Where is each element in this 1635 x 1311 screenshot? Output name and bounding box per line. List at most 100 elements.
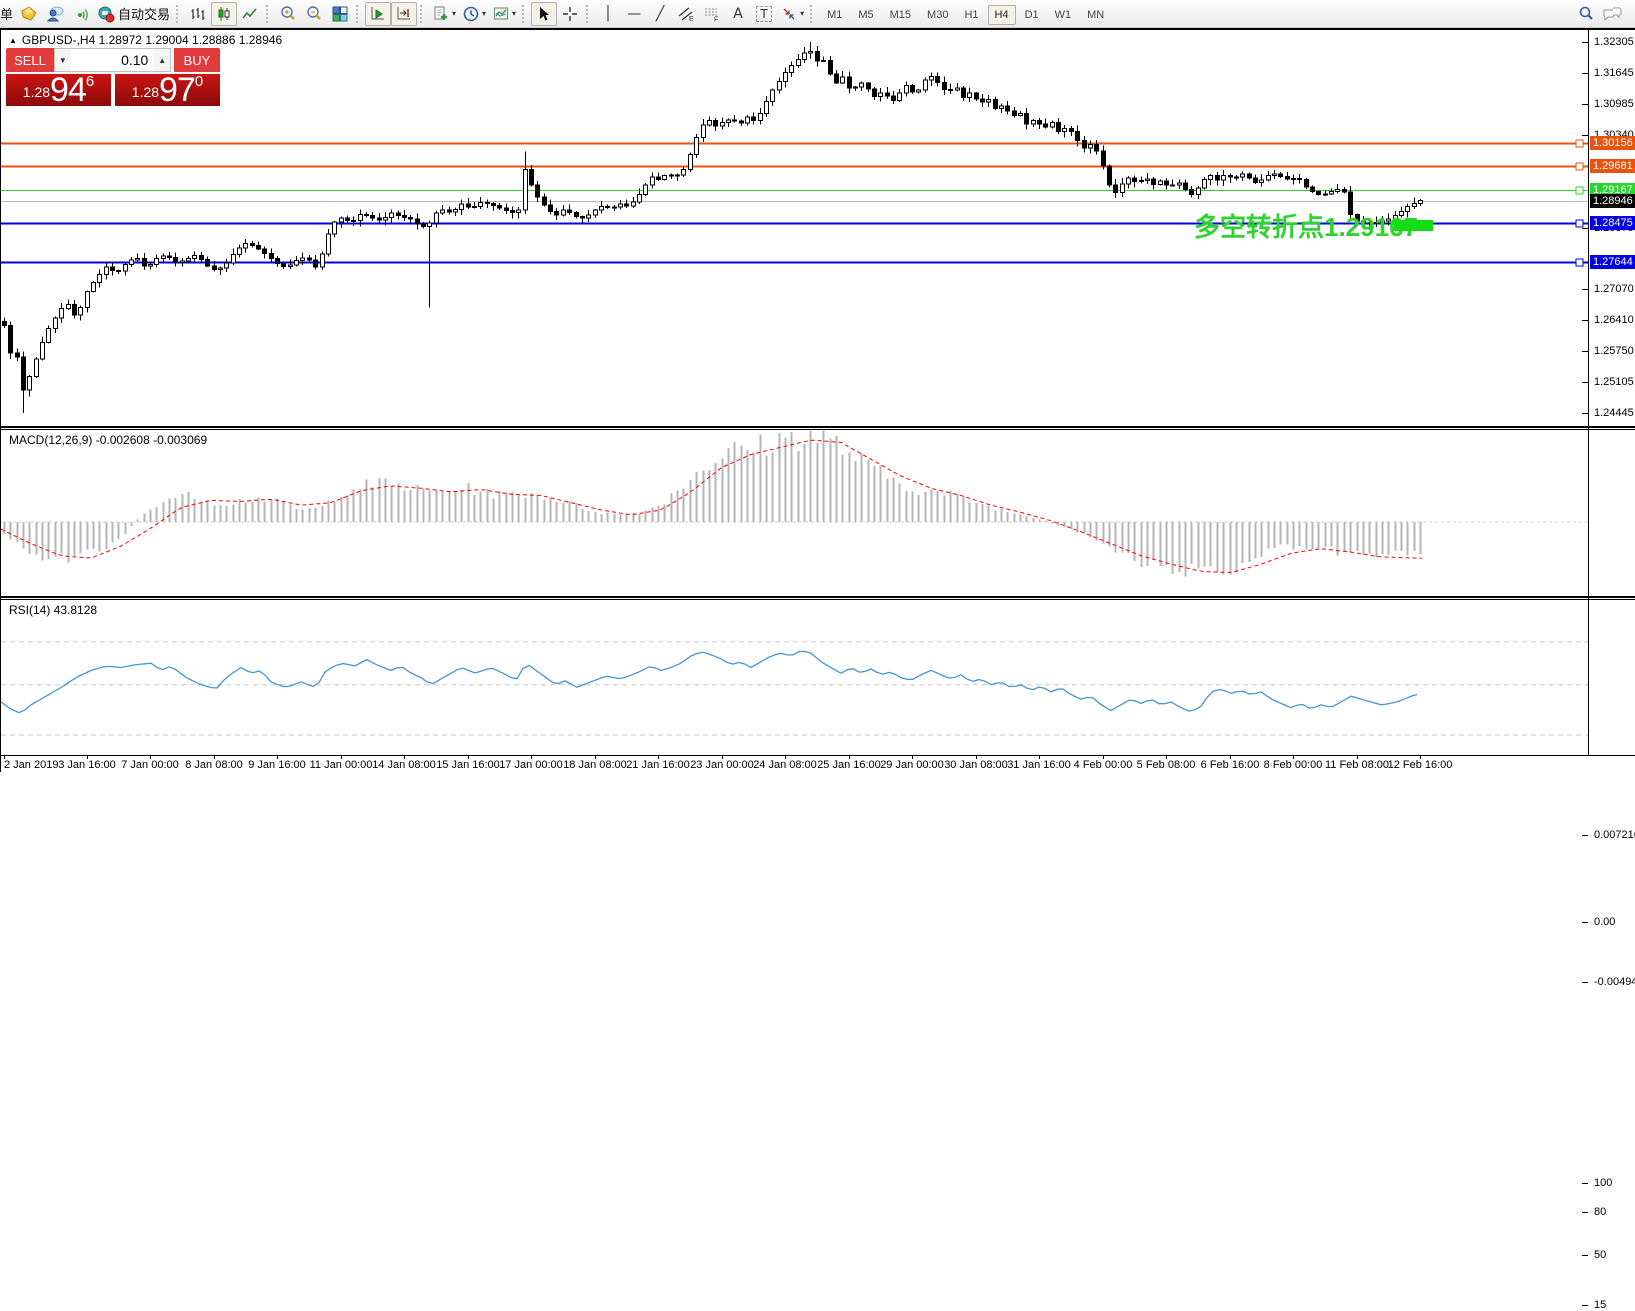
main-toolbar: 单 自动交易 (0, 0, 1635, 28)
rsi-tick-label: 80 (1594, 1206, 1607, 1218)
price-tick-label: 1.27070 (1594, 283, 1634, 295)
horizontal-line-1.29681[interactable] (1, 162, 1588, 171)
macd-panel[interactable]: MACD(12,26,9) -0.002608 -0.003069 0.0072… (1, 430, 1635, 988)
horizontal-line-1.29167[interactable] (1, 186, 1588, 195)
toolbar-grip (420, 4, 425, 23)
buy-price-display[interactable]: 1.28 97 0 (115, 73, 220, 107)
chart-shift-button[interactable] (391, 1, 418, 26)
horizontal-line-1.30156[interactable] (1, 139, 1588, 148)
horizontal-line-1.27644[interactable] (1, 258, 1588, 267)
line-chart-button[interactable] (237, 2, 263, 26)
time-tick-mark (4, 756, 5, 759)
horizontal-line-1.28475[interactable] (1, 219, 1588, 228)
toolbar-grip (586, 4, 591, 23)
chart-title-row: ▲ GBPUSD-,H4 1.28972 1.29004 1.28886 1.2… (9, 33, 282, 47)
rsi-panel[interactable]: RSI(14) 43.8128 100 80 50 15 (1, 600, 1635, 1311)
fibonacci-tool-button[interactable]: F (699, 2, 725, 26)
price-chart-canvas[interactable]: 多空转折点1.29167 (1, 30, 1588, 426)
sell-price-prefix: 1.28 (22, 84, 51, 100)
search-button[interactable] (1573, 2, 1599, 26)
horizontal-line-tool-button[interactable]: — (621, 2, 647, 26)
panel-divider[interactable] (1, 426, 1635, 430)
signals-button[interactable] (68, 2, 94, 26)
tab-timeframe-m15[interactable]: M15 (889, 8, 912, 21)
volume-increase-button[interactable]: ▲ (154, 49, 170, 71)
arrows-tool-button[interactable]: ▾ (777, 2, 807, 26)
buy-price-prefix: 1.28 (131, 84, 160, 100)
chat-button[interactable] (1599, 2, 1625, 26)
tile-windows-button[interactable] (327, 2, 353, 26)
axis-tick-mark (1582, 1255, 1588, 1256)
axis-tick-mark (1582, 135, 1588, 136)
line-price-label-1.28475[interactable]: 1.28475 (1590, 216, 1635, 230)
buy-button[interactable]: BUY (174, 48, 220, 72)
insert-indicator-button[interactable]: ▾ (429, 2, 459, 26)
one-click-trading-panel: SELL ▼ ▲ BUY 1.28 94 6 1.28 97 0 (6, 48, 220, 107)
tab-timeframe-mn[interactable]: MN (1087, 8, 1105, 21)
fibonacci-icon: F (705, 8, 718, 23)
candlestick-chart-button[interactable] (211, 1, 238, 26)
search-icon (1579, 6, 1593, 20)
sell-price-display[interactable]: 1.28 94 6 (6, 73, 111, 107)
time-label: 12 Feb 16:00 (1387, 759, 1453, 771)
line-price-label-1.27644[interactable]: 1.27644 (1590, 255, 1635, 269)
market-watch-button[interactable] (16, 2, 42, 26)
line-price-label-1.30156[interactable]: 1.30156 (1590, 136, 1635, 150)
time-label: 8 Feb 00:00 (1263, 759, 1323, 771)
algo-trading-button[interactable]: 自动交易 (94, 2, 173, 26)
rsi-chart-canvas[interactable] (1, 600, 1588, 755)
tab-timeframe-h1[interactable]: H1 (964, 8, 979, 21)
tab-timeframe-m1[interactable]: M1 (827, 8, 843, 21)
line-drag-handle[interactable] (1575, 219, 1584, 228)
bar-chart-button[interactable] (185, 2, 211, 26)
auto-scroll-button[interactable] (365, 1, 392, 26)
navigator-button[interactable] (42, 2, 68, 26)
line-price-label-1.29681[interactable]: 1.29681 (1590, 159, 1635, 173)
time-tick-mark (658, 756, 659, 759)
time-label: 3 Jan 16:00 (58, 759, 116, 771)
annotation-group[interactable]: 多空转折点1.29167 (1194, 212, 1433, 242)
label-tool-icon: T (756, 5, 772, 22)
label-tool-button[interactable]: T (751, 2, 777, 26)
rsi-tick-label: 100 (1594, 1177, 1613, 1189)
line-drag-handle[interactable] (1575, 186, 1584, 195)
tab-timeframe-m30[interactable]: M30 (927, 8, 949, 21)
sell-button[interactable]: SELL (6, 48, 54, 72)
price-tick-label: 1.31645 (1594, 67, 1634, 79)
collapse-panel-icon[interactable]: ▲ (9, 35, 17, 45)
tab-timeframe-h4[interactable]: H4 (987, 4, 1016, 25)
price-panel[interactable]: 多空转折点1.29167 1.32305 1.31645 1.30985 1.3034… (1, 30, 1635, 426)
trendline-tool-button[interactable]: ╱ (647, 2, 673, 26)
zoom-out-button[interactable] (301, 2, 327, 26)
channel-tool-button[interactable]: E (673, 2, 699, 26)
tab-timeframe-d1[interactable]: D1 (1024, 8, 1039, 21)
vertical-line-tool-button[interactable]: │ (595, 2, 621, 26)
line-drag-handle[interactable] (1575, 258, 1584, 267)
new-order-button[interactable]: 单 (0, 7, 14, 22)
tab-timeframe-w1[interactable]: W1 (1054, 8, 1072, 21)
time-tick-mark (468, 756, 469, 759)
rsi-tick-label: 50 (1594, 1249, 1607, 1261)
macd-chart-canvas[interactable] (1, 430, 1588, 596)
line-drag-handle[interactable] (1575, 139, 1584, 148)
annotation-text[interactable]: 多空转折点1.29167 (1194, 212, 1418, 242)
time-axis[interactable]: 2 Jan 2019 3 Jan 16:00 7 Jan 00:00 8 Jan 08… (1, 755, 1635, 774)
periods-button[interactable]: ▾ (459, 2, 489, 26)
annotation-marker-rect[interactable] (1394, 220, 1433, 231)
templates-button[interactable]: ▾ (489, 2, 519, 26)
tab-timeframe-m5[interactable]: M5 (858, 8, 874, 21)
line-price-label-1.29167[interactable]: 1.29167 (1590, 183, 1635, 197)
cursor-button[interactable] (531, 1, 558, 26)
price-tick-label: 1.25105 (1594, 376, 1634, 388)
crosshair-button[interactable] (557, 2, 583, 26)
line-drag-handle[interactable] (1575, 162, 1584, 171)
time-label: 8 Jan 08:00 (185, 759, 243, 771)
zoom-in-button[interactable] (275, 2, 301, 26)
time-tick-mark (277, 756, 278, 759)
panel-divider[interactable] (1, 596, 1635, 600)
time-label: 18 Jan 08:00 (563, 759, 627, 771)
volume-decrease-button[interactable]: ▼ (55, 49, 71, 71)
time-label: 23 Jan 00:00 (690, 759, 754, 771)
text-tool-button[interactable]: A (725, 2, 751, 26)
volume-input[interactable] (70, 49, 155, 71)
